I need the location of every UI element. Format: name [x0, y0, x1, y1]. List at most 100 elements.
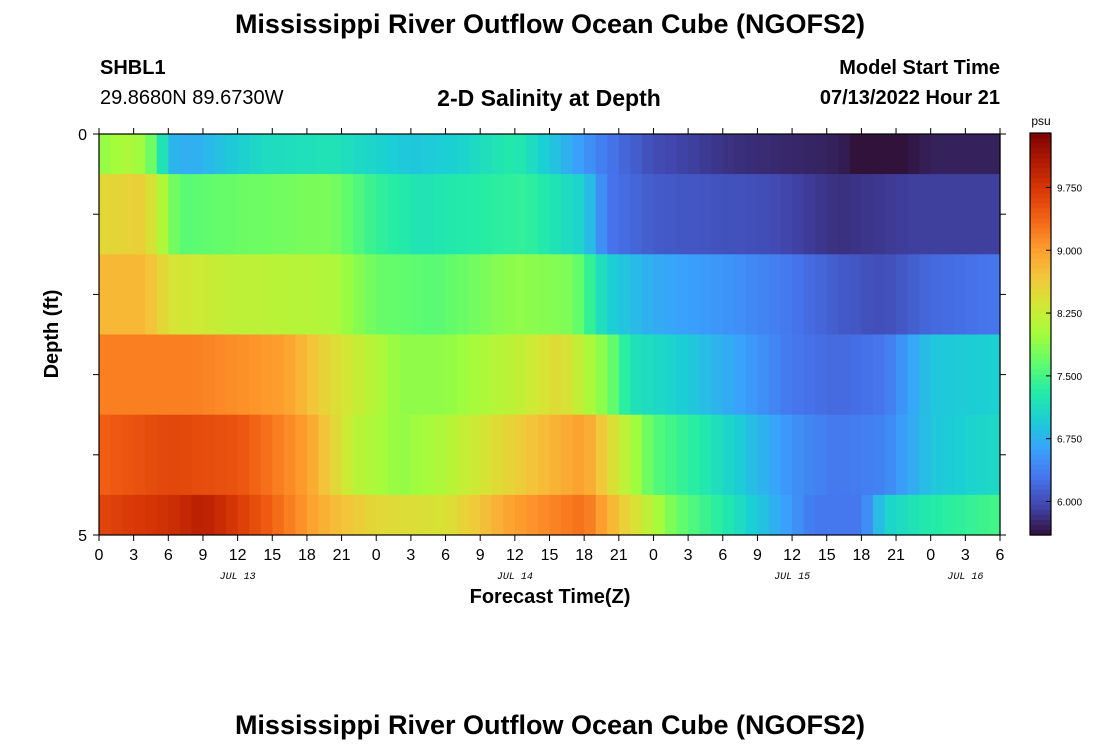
heatmap-cell: [849, 134, 862, 175]
heatmap-cell: [907, 134, 920, 175]
heatmap-cell: [214, 494, 227, 536]
x-axis-label: Forecast Time(Z): [470, 586, 631, 608]
x-tick-label: 6: [441, 547, 450, 564]
heatmap-cell: [260, 414, 273, 496]
heatmap-cell: [607, 334, 620, 416]
heatmap-cell: [433, 334, 447, 416]
heatmap-cell: [549, 174, 562, 255]
heatmap-cell: [584, 134, 597, 175]
date-label: JUL 13: [220, 572, 256, 583]
heatmap-cell: [688, 414, 701, 496]
heatmap-cell: [826, 134, 839, 175]
heatmap-cell: [491, 254, 504, 335]
heatmap-cell: [976, 134, 990, 175]
heatmap-cell: [457, 254, 470, 335]
heatmap-cell: [641, 494, 655, 536]
colorbar-swatch: [1030, 344, 1051, 350]
x-tick-label: 18: [575, 547, 593, 564]
heatmap-cell: [607, 414, 620, 496]
heatmap-cell: [722, 334, 735, 416]
heatmap-cell: [584, 254, 597, 335]
colorbar-swatch: [1030, 153, 1051, 159]
heatmap-cell: [341, 254, 354, 335]
heatmap-cell: [734, 334, 747, 416]
heatmap-cell: [537, 174, 551, 255]
heatmap-cell: [99, 174, 112, 255]
main-title: Mississippi River Outflow Ocean Cube (NG…: [234, 9, 866, 39]
colorbar-tick-label: 7.500: [1057, 372, 1082, 383]
heatmap-cell: [641, 254, 655, 335]
colorbar-swatch: [1030, 449, 1051, 456]
heatmap-cell: [445, 134, 458, 175]
heatmap-cell: [549, 134, 562, 175]
heatmap-cell: [272, 334, 285, 416]
heatmap-cell: [480, 334, 493, 416]
heatmap-cell: [872, 414, 886, 496]
x-tick-label: 9: [476, 547, 485, 564]
heatmap-cell: [145, 134, 158, 175]
heatmap-cell: [537, 134, 551, 175]
heatmap-cell: [168, 494, 181, 536]
heatmap-cell: [780, 494, 793, 536]
heatmap-cell: [202, 174, 216, 255]
heatmap-cell: [561, 334, 574, 416]
heatmap-cell: [122, 134, 135, 175]
heatmap-cell: [145, 334, 158, 416]
heatmap-cell: [665, 134, 678, 175]
heatmap-cell: [676, 254, 689, 335]
colorbar-swatch: [1030, 273, 1051, 280]
footer-title: Mississippi River Outflow Ocean Cube (NG…: [234, 710, 866, 740]
heatmap-cell: [330, 254, 343, 335]
heatmap-cell: [145, 174, 158, 255]
heatmap-cell: [110, 494, 123, 536]
heatmap-cell: [179, 414, 193, 496]
colorbar-swatch: [1030, 489, 1051, 496]
x-tick-label: 6: [164, 547, 173, 564]
heatmap-cell: [537, 414, 551, 496]
heatmap-cell: [757, 254, 770, 335]
heatmap-cell: [272, 494, 285, 536]
heatmap-cell: [838, 494, 851, 536]
heatmap-cell: [526, 334, 539, 416]
colorbar-swatch: [1030, 529, 1051, 536]
heatmap-cell: [260, 174, 273, 255]
heatmap-cell: [768, 494, 782, 536]
heatmap-cell: [618, 494, 631, 536]
colorbar-swatch: [1030, 283, 1051, 290]
heatmap-cell: [722, 134, 735, 175]
heatmap-cell: [861, 134, 874, 175]
colorbar-swatch: [1030, 524, 1051, 531]
model-start-label: Model Start Time: [839, 57, 1000, 79]
heatmap-cell: [803, 494, 816, 536]
heatmap-cell: [191, 134, 204, 175]
heatmap-cell: [953, 134, 966, 175]
heatmap-cell: [561, 134, 574, 175]
heatmap-cell: [249, 334, 262, 416]
heatmap-cell: [110, 414, 123, 496]
heatmap-cell: [99, 494, 112, 536]
heatmap-cell: [376, 134, 389, 175]
heatmap-cell: [595, 254, 608, 335]
heatmap-cell: [433, 494, 447, 536]
heatmap-cell: [907, 414, 920, 496]
x-tick-label: 0: [95, 547, 104, 564]
heatmap-cell: [803, 334, 816, 416]
heatmap-cell: [884, 134, 897, 175]
x-tick-label: 3: [961, 547, 970, 564]
heatmap-cell: [99, 414, 112, 496]
heatmap-cell: [653, 134, 666, 175]
colorbar-swatch: [1030, 293, 1051, 300]
heatmap-cell: [387, 414, 400, 496]
heatmap-cell: [526, 174, 539, 255]
heatmap-cell: [584, 334, 597, 416]
heatmap-cell: [295, 254, 308, 335]
colorbar-swatch: [1030, 479, 1051, 486]
heatmap-cell: [168, 174, 181, 255]
heatmap-cell: [688, 174, 701, 255]
heatmap-cell: [202, 254, 216, 335]
heatmap-cell: [838, 414, 851, 496]
heatmap-cell: [480, 414, 493, 496]
heatmap-cell: [179, 254, 193, 335]
heatmap-cell: [491, 134, 504, 175]
heatmap-cell: [884, 494, 897, 536]
